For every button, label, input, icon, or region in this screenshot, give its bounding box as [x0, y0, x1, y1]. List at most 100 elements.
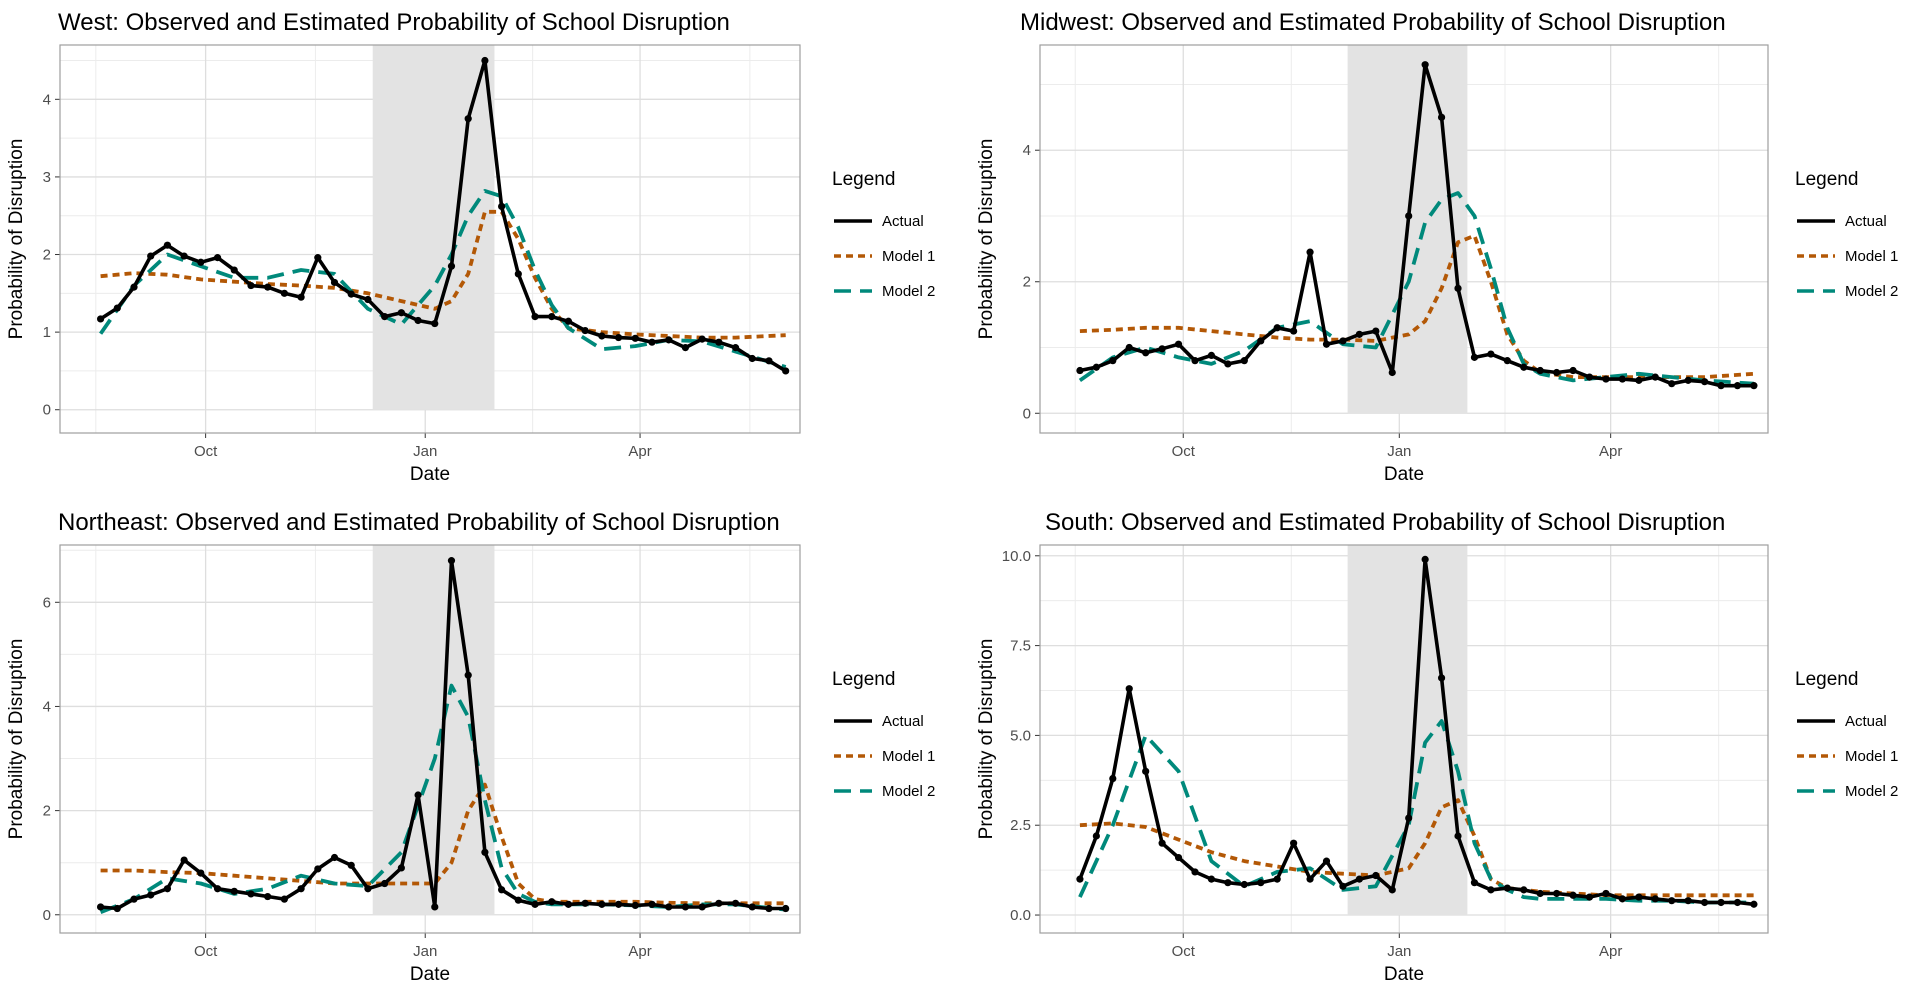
data-point [464, 671, 472, 679]
data-point [297, 293, 305, 301]
chart-panel: South: Observed and Estimated Probabilit… [976, 509, 1898, 985]
series-line-model-2 [1078, 719, 1754, 905]
data-point [431, 319, 439, 328]
data-point [347, 861, 355, 869]
data-point [397, 864, 405, 872]
data-point [698, 335, 706, 343]
data-point [1257, 337, 1265, 345]
y-tick-label: 7.5 [1010, 638, 1031, 655]
shaded-period [1347, 545, 1468, 916]
data-point [347, 290, 355, 298]
data-point [464, 115, 472, 123]
data-point [782, 367, 790, 375]
x-tick-label: Jan [413, 443, 437, 460]
legend: Legend Actual Model 1 Model 2 [832, 169, 935, 300]
data-point [1569, 366, 1577, 375]
data-point [1520, 363, 1528, 371]
data-point [648, 900, 656, 908]
data-point [481, 56, 489, 65]
data-point [748, 354, 756, 363]
data-point [1585, 373, 1594, 381]
y-tick-label: 2 [1023, 274, 1031, 291]
data-point [564, 317, 573, 325]
data-point [1158, 345, 1166, 353]
data-point [447, 262, 456, 270]
data-point [1750, 382, 1758, 390]
data-point [1372, 327, 1380, 335]
data-point [631, 334, 639, 342]
data-point [1717, 382, 1725, 390]
data-point [1207, 351, 1216, 359]
data-point [96, 903, 105, 911]
data-point [1125, 685, 1133, 693]
data-point [213, 885, 222, 893]
data-point [1733, 382, 1742, 390]
data-point [364, 885, 372, 893]
data-point [548, 313, 556, 321]
data-point [1372, 871, 1380, 880]
data-point [1750, 900, 1758, 908]
data-point [1273, 875, 1281, 883]
data-point [1454, 832, 1462, 840]
data-point [531, 313, 539, 321]
data-point [1355, 330, 1363, 338]
data-point [1536, 366, 1544, 375]
data-point [514, 896, 522, 904]
chart-panel: West: Observed and Estimated Probability… [6, 9, 935, 485]
data-point [330, 278, 339, 287]
data-point [1109, 357, 1117, 365]
data-point [1503, 884, 1511, 892]
data-point [748, 903, 756, 911]
legend-label: Model 1 [882, 748, 935, 765]
data-point [147, 891, 155, 899]
data-point [280, 895, 288, 903]
x-tick-label: Apr [1599, 943, 1622, 960]
shaded-period [372, 45, 495, 410]
panel-border [1039, 544, 1769, 934]
data-point [431, 903, 439, 911]
x-tick-label: Jan [1387, 943, 1411, 960]
legend: Legend Actual Model 1 Model 2 [1795, 669, 1898, 800]
data-point [180, 252, 188, 260]
shaded-period [372, 545, 495, 915]
legend-label: Actual [882, 213, 924, 230]
x-tick-label: Apr [628, 443, 651, 460]
x-tick-label: Apr [1599, 443, 1622, 460]
y-tick-label: 0 [43, 402, 51, 419]
y-tick-label: 0 [1023, 405, 1031, 422]
chart-title: Midwest: Observed and Estimated Probabil… [1020, 9, 1726, 36]
data-point [1273, 324, 1281, 332]
legend-label: Model 2 [882, 783, 935, 800]
x-tick-label: Oct [1172, 943, 1196, 960]
data-point [1142, 767, 1150, 775]
y-tick-label: 4 [43, 698, 51, 715]
data-point [498, 886, 506, 894]
data-point [280, 289, 288, 297]
data-point [1339, 882, 1347, 890]
data-point [731, 344, 740, 352]
data-point [581, 326, 589, 335]
data-point [1651, 373, 1659, 381]
y-tick-label: 4 [43, 91, 51, 108]
data-point [96, 315, 105, 323]
y-tick-label: 6 [43, 594, 51, 611]
legend-label: Model 1 [1845, 748, 1898, 765]
data-point [1602, 375, 1610, 383]
data-point [197, 258, 205, 266]
data-point [1437, 674, 1446, 682]
data-point [715, 338, 723, 346]
data-point [1142, 349, 1150, 357]
y-tick-label: 1 [43, 324, 51, 341]
x-tick-label: Jan [1387, 443, 1411, 460]
data-point [397, 309, 405, 317]
legend-label: Model 2 [882, 283, 935, 300]
data-point [731, 899, 740, 907]
data-point [1322, 340, 1331, 348]
y-tick-label: 5.0 [1010, 727, 1031, 744]
data-point [1503, 357, 1511, 365]
data-point [447, 557, 456, 565]
chart-title: West: Observed and Estimated Probability… [58, 9, 730, 36]
data-point [264, 892, 272, 901]
data-point [782, 904, 790, 913]
